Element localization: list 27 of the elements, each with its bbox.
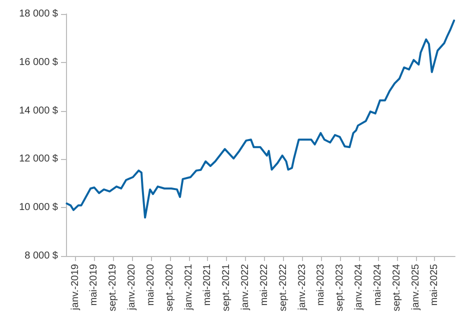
x-tick-label: mai-2023 xyxy=(315,264,326,306)
x-tick-label: sept.-2024 xyxy=(391,264,402,312)
y-tick-label: 8 000 $ xyxy=(24,250,58,262)
x-tick-label: janv.-2021 xyxy=(183,264,194,311)
x-tick-label: sept.-2020 xyxy=(164,264,176,312)
line-series xyxy=(66,20,456,219)
x-tick-label: sept.-2019 xyxy=(108,264,119,312)
x-tick-label: mai-2025 xyxy=(429,264,440,306)
y-tick-label: 16 000 $ xyxy=(19,56,58,68)
x-tick-label: mai-2022 xyxy=(258,264,270,306)
x-tick-label: janv.-2025 xyxy=(410,264,422,311)
x-tick-label: janv.-2022 xyxy=(240,264,252,311)
x-tick-label: sept.-2023 xyxy=(334,264,346,312)
x-tick-label: mai-2024 xyxy=(372,264,384,306)
x-tick-label: janv.-2019 xyxy=(70,264,81,311)
y-tick-label: 14 000 $ xyxy=(19,105,58,116)
x-tick-label: janv.-2020 xyxy=(126,264,138,311)
y-tick-label: 10 000 $ xyxy=(19,202,58,214)
x-tick-label: mai-2021 xyxy=(202,264,214,306)
x-tick-label: sept.-2022 xyxy=(278,264,289,312)
x-tick-label: sept.-2021 xyxy=(221,264,232,312)
x-tick-label: mai-2020 xyxy=(145,264,156,306)
y-tick-label: 18 000 $ xyxy=(19,8,58,20)
x-tick-label: mai-2019 xyxy=(88,264,100,306)
x-tick-label: janv.-2024 xyxy=(354,264,365,311)
x-tick-label: janv.-2023 xyxy=(296,264,308,311)
y-tick-label: 12 000 $ xyxy=(19,154,58,165)
